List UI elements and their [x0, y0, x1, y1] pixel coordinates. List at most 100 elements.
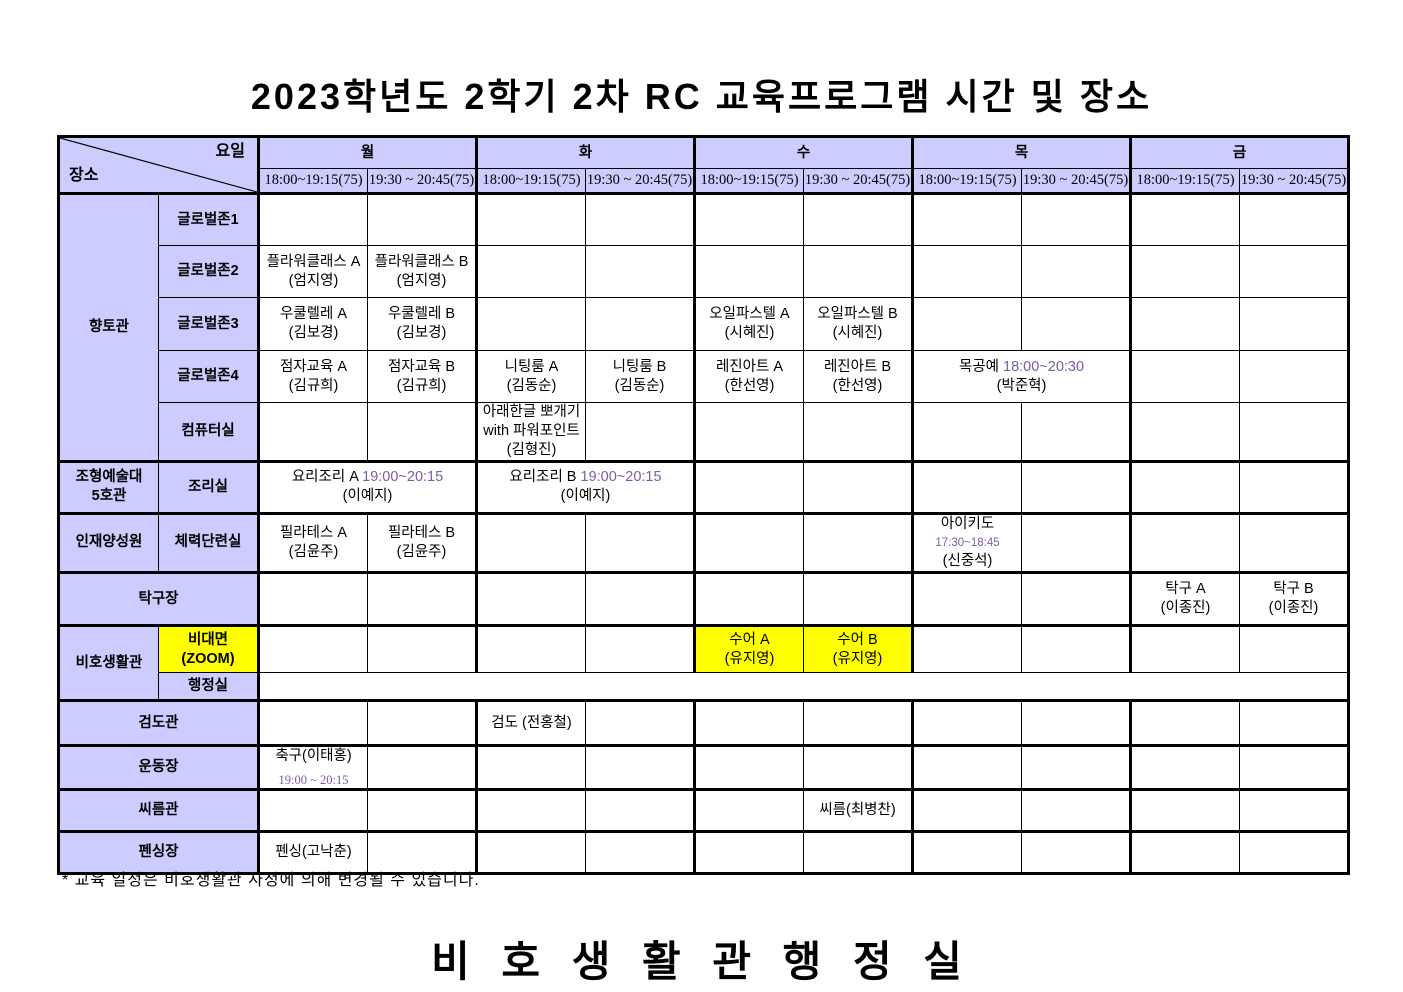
empty-cell	[803, 830, 913, 875]
empty-cell	[257, 699, 368, 747]
empty-cell	[693, 788, 804, 833]
empty-cell	[367, 624, 477, 674]
building-hyangto: 향토관	[58, 192, 159, 462]
empty-cell	[475, 744, 586, 791]
empty-cell	[475, 245, 586, 298]
empty-cell	[257, 571, 368, 627]
empty-cell	[693, 830, 804, 875]
empty-cell	[475, 788, 586, 833]
time-slot-tue-1: 18:00~19:15(75)	[475, 168, 586, 194]
cell-tabletennis-a: 탁구 A (이종진)	[1129, 571, 1240, 627]
empty-cell	[803, 459, 913, 514]
empty-cell	[585, 699, 695, 747]
empty-cell	[911, 571, 1022, 627]
empty-cell	[475, 297, 586, 351]
cell-ukulele-a: 우쿨렐레 A (김보경)	[257, 297, 368, 351]
empty-cell	[803, 245, 913, 298]
building-injae: 인재양성원	[58, 511, 159, 574]
time-slot-thu-1: 18:00~19:15(75)	[911, 168, 1022, 194]
place-ssireum: 씨름관	[58, 788, 259, 833]
empty-cell	[1129, 350, 1240, 403]
footnote: * 교육 일정은 비호생활관 사정에 의해 변경될 수 있습니다.	[62, 872, 480, 889]
empty-cell	[367, 744, 477, 791]
empty-cell	[911, 624, 1022, 674]
cell-pilates-b: 필라테스 B (김윤주)	[367, 511, 477, 574]
empty-cell	[911, 245, 1022, 298]
row-globalzone1: 향토관 글로벌존1	[58, 192, 1349, 462]
empty-cell	[1129, 402, 1240, 462]
cell-tabletennis-b: 탁구 B (이종진)	[1239, 571, 1349, 627]
empty-cell	[1129, 744, 1240, 791]
corner-place-label: 장소	[69, 167, 99, 185]
empty-cell	[911, 297, 1022, 351]
empty-cell	[257, 788, 368, 833]
empty-cell	[1021, 402, 1131, 462]
cell-aikido: 아이키도 17:30~18:45 (신중석)	[911, 511, 1022, 574]
cell-flower-b: 플라워클래스 B (엄지영)	[367, 245, 477, 298]
empty-cell	[1239, 699, 1349, 747]
empty-cell	[1021, 511, 1131, 574]
empty-cell	[475, 192, 586, 246]
room-globalzone1: 글로벌존1	[158, 192, 259, 246]
empty-cell	[1239, 624, 1349, 674]
empty-cell	[367, 788, 477, 833]
place-field: 운동장	[58, 744, 259, 791]
page-title: 2023학년도 2학기 2차 RC 교육프로그램 시간 및 장소	[250, 76, 1153, 117]
cell-ukulele-b: 우쿨렐레 B (김보경)	[367, 297, 477, 351]
row-fencing: 펜싱장 펜싱(고낙춘)	[58, 830, 1349, 875]
row-ssireum: 씨름관 씨름(최병찬)	[58, 788, 1349, 833]
empty-cell	[257, 192, 368, 246]
cell-cooking-a: 요리조리 A 19:00~20:15 (이예지)	[257, 459, 477, 514]
cell-flower-a: 플라워클래스 A (엄지영)	[257, 245, 368, 298]
empty-cell	[693, 744, 804, 791]
empty-cell	[911, 830, 1022, 875]
empty-cell	[693, 245, 804, 298]
empty-cell	[1129, 297, 1240, 351]
empty-cell	[911, 459, 1022, 514]
empty-cell	[257, 624, 368, 674]
cell-braille-b: 점자교육 B (김규희)	[367, 350, 477, 403]
row-admin: 행정실	[59, 672, 1349, 702]
cell-resin-a: 레진아트 A (한선영)	[693, 350, 804, 403]
cell-knitting-b: 니팅룸 B (김동순)	[585, 350, 695, 403]
corner-day-label: 요일	[215, 143, 245, 160]
cell-fencing: 펜싱(고낙춘)	[257, 830, 368, 875]
row-computer: 컴퓨터실 아래한글 뽀개기 with 파워포인트 (김형진)	[59, 402, 1349, 462]
cell-knitting-a: 니팅룸 A (김동순)	[475, 350, 586, 403]
empty-cell	[1021, 788, 1131, 833]
cell-pilates-a: 필라테스 A (김윤주)	[257, 511, 368, 574]
room-globalzone3: 글로벌존3	[158, 297, 259, 351]
cell-kendo: 검도 (전홍철)	[475, 699, 586, 747]
empty-cell	[911, 402, 1022, 462]
empty-cell	[1129, 624, 1240, 674]
empty-cell	[1239, 297, 1349, 351]
cell-oilpastel-a: 오일파스텔 A (시혜진)	[693, 297, 804, 351]
row-globalzone4: 글로벌존4 점자교육 A (김규희) 점자교육 B (김규희) 니팅룸 A (김동순)…	[59, 350, 1349, 403]
empty-cell	[1021, 192, 1131, 246]
cell-oilpastel-b: 오일파스텔 B (시혜진)	[803, 297, 913, 351]
empty-cell	[1129, 830, 1240, 875]
diagonal-divider	[60, 138, 257, 192]
empty-cell	[693, 402, 804, 462]
time-slot-wed-2: 19:30 ~ 20:45(75)	[803, 168, 913, 194]
empty-cell	[475, 624, 586, 674]
row-globalzone3: 글로벌존3 우쿨렐레 A (김보경) 우쿨렐레 B (김보경) 오일파스텔 A (시혜…	[59, 297, 1349, 351]
cell-braille-a: 점자교육 A (김규희)	[257, 350, 368, 403]
room-admin: 행정실	[158, 672, 259, 702]
empty-cell	[803, 192, 913, 246]
cell-resin-b: 레진아트 B (한선영)	[803, 350, 913, 403]
cell-ssireum: 씨름(최병찬)	[803, 788, 913, 833]
row-pingpong: 탁구장 탁구 A (이종진) 탁구 B (이종진)	[58, 571, 1349, 627]
empty-cell	[803, 744, 913, 791]
time-slot-wed-1: 18:00~19:15(75)	[693, 168, 804, 194]
row-cooking: 조형예술대 5호관 조리실 요리조리 A 19:00~20:15 (이예지) 요리…	[58, 459, 1349, 514]
empty-cell	[257, 402, 368, 462]
time-slot-thu-2: 19:30 ~ 20:45(75)	[1021, 168, 1131, 194]
cell-hangul: 아래한글 뽀개기 with 파워포인트 (김형진)	[475, 402, 586, 462]
empty-cell	[367, 699, 477, 747]
empty-cell	[1021, 624, 1131, 674]
cell-soccer: 축구(이태홍) 19:00 ~ 20:15	[257, 744, 368, 791]
empty-cell	[585, 830, 695, 875]
empty-cell	[693, 192, 804, 246]
time-slot-mon-2: 19:30 ~ 20:45(75)	[367, 168, 477, 194]
